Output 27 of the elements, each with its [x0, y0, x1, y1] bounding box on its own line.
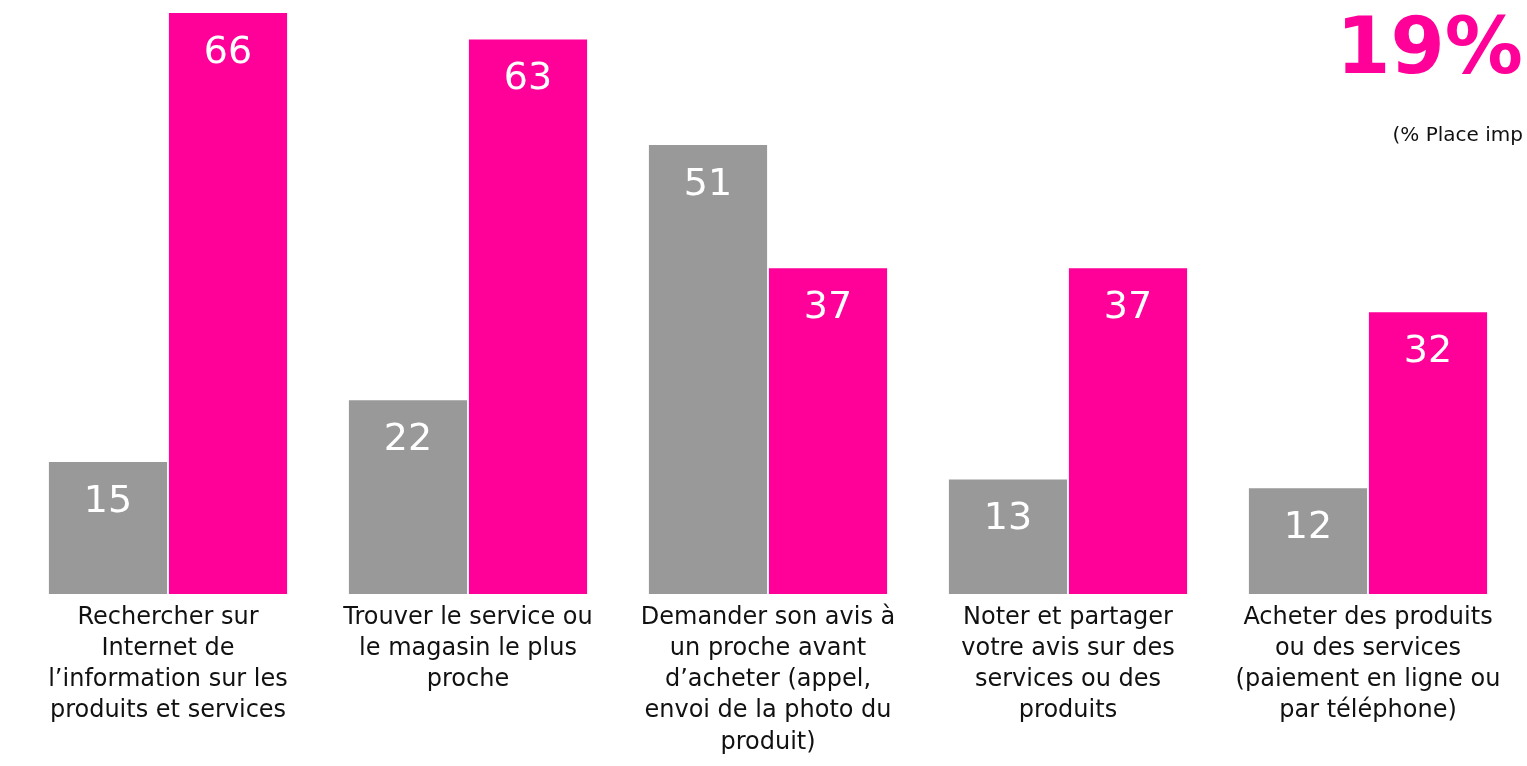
data-label: 51 [683, 159, 733, 204]
data-label: 12 [1283, 503, 1333, 548]
bar [468, 39, 588, 594]
x-tick-label: Acheter des produits ou des services (paiement en ligne ou par téléphone) [1235, 601, 1501, 724]
data-label: 15 [83, 476, 133, 521]
data-label: 66 [203, 27, 253, 72]
bar [348, 400, 468, 594]
x-tick-label: Noter et partager votre avis sur des services ou des produits [961, 601, 1175, 724]
bar [768, 268, 888, 594]
data-label: 22 [383, 415, 433, 460]
annotation: 19% [1336, 0, 1523, 92]
bar [1368, 312, 1488, 594]
x-tick-label: Trouver le service ou le magasin le plus proche [342, 601, 593, 693]
bar [1248, 488, 1368, 594]
bar [648, 145, 768, 594]
data-label: 37 [803, 283, 853, 328]
bar [948, 479, 1068, 594]
x-tick-label: Rechercher sur Internet de l’information sur les produits et services [48, 601, 288, 724]
bar [48, 461, 168, 594]
x-tick-label: Demander son avis à un proche avant d’acheter (appel, envoi de la photo du produit) [640, 601, 896, 755]
annotation: (% Place imp [1392, 122, 1523, 146]
data-label: 63 [503, 54, 553, 99]
data-label: 37 [1103, 283, 1153, 328]
bar [1068, 268, 1188, 594]
bar [168, 13, 288, 594]
data-label: 32 [1403, 327, 1453, 372]
data-label: 13 [983, 494, 1033, 539]
